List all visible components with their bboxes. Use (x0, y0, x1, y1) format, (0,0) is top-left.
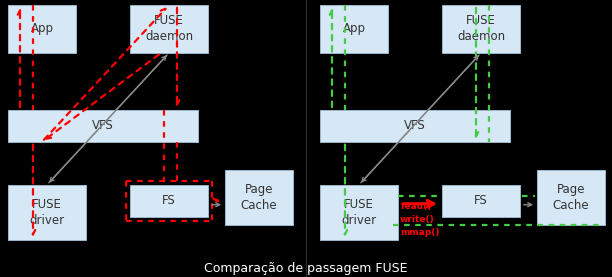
FancyBboxPatch shape (537, 170, 605, 225)
Text: Page
Cache: Page Cache (241, 183, 277, 212)
Text: FUSE
daemon: FUSE daemon (457, 14, 505, 43)
Text: App: App (343, 22, 365, 35)
FancyBboxPatch shape (442, 185, 520, 217)
FancyBboxPatch shape (442, 5, 520, 53)
Text: FUSE
driver: FUSE driver (341, 198, 376, 227)
Text: App: App (31, 22, 53, 35)
Text: FUSE
driver: FUSE driver (29, 198, 64, 227)
FancyBboxPatch shape (130, 5, 208, 53)
Text: write(): write() (400, 215, 435, 224)
FancyBboxPatch shape (8, 110, 198, 142)
Text: FUSE
daemon: FUSE daemon (145, 14, 193, 43)
FancyBboxPatch shape (8, 185, 86, 240)
Text: Page
Cache: Page Cache (553, 183, 589, 212)
FancyBboxPatch shape (8, 5, 76, 53)
Text: FS: FS (162, 194, 176, 207)
FancyBboxPatch shape (320, 185, 398, 240)
FancyBboxPatch shape (320, 110, 510, 142)
Text: read(): read() (400, 202, 431, 211)
Text: FS: FS (474, 194, 488, 207)
FancyBboxPatch shape (225, 170, 293, 225)
Text: mmap(): mmap() (400, 228, 439, 237)
Text: Comparação de passagem FUSE: Comparação de passagem FUSE (204, 262, 408, 275)
Text: VFS: VFS (404, 119, 426, 132)
FancyBboxPatch shape (320, 5, 388, 53)
FancyBboxPatch shape (130, 185, 208, 217)
Text: VFS: VFS (92, 119, 114, 132)
